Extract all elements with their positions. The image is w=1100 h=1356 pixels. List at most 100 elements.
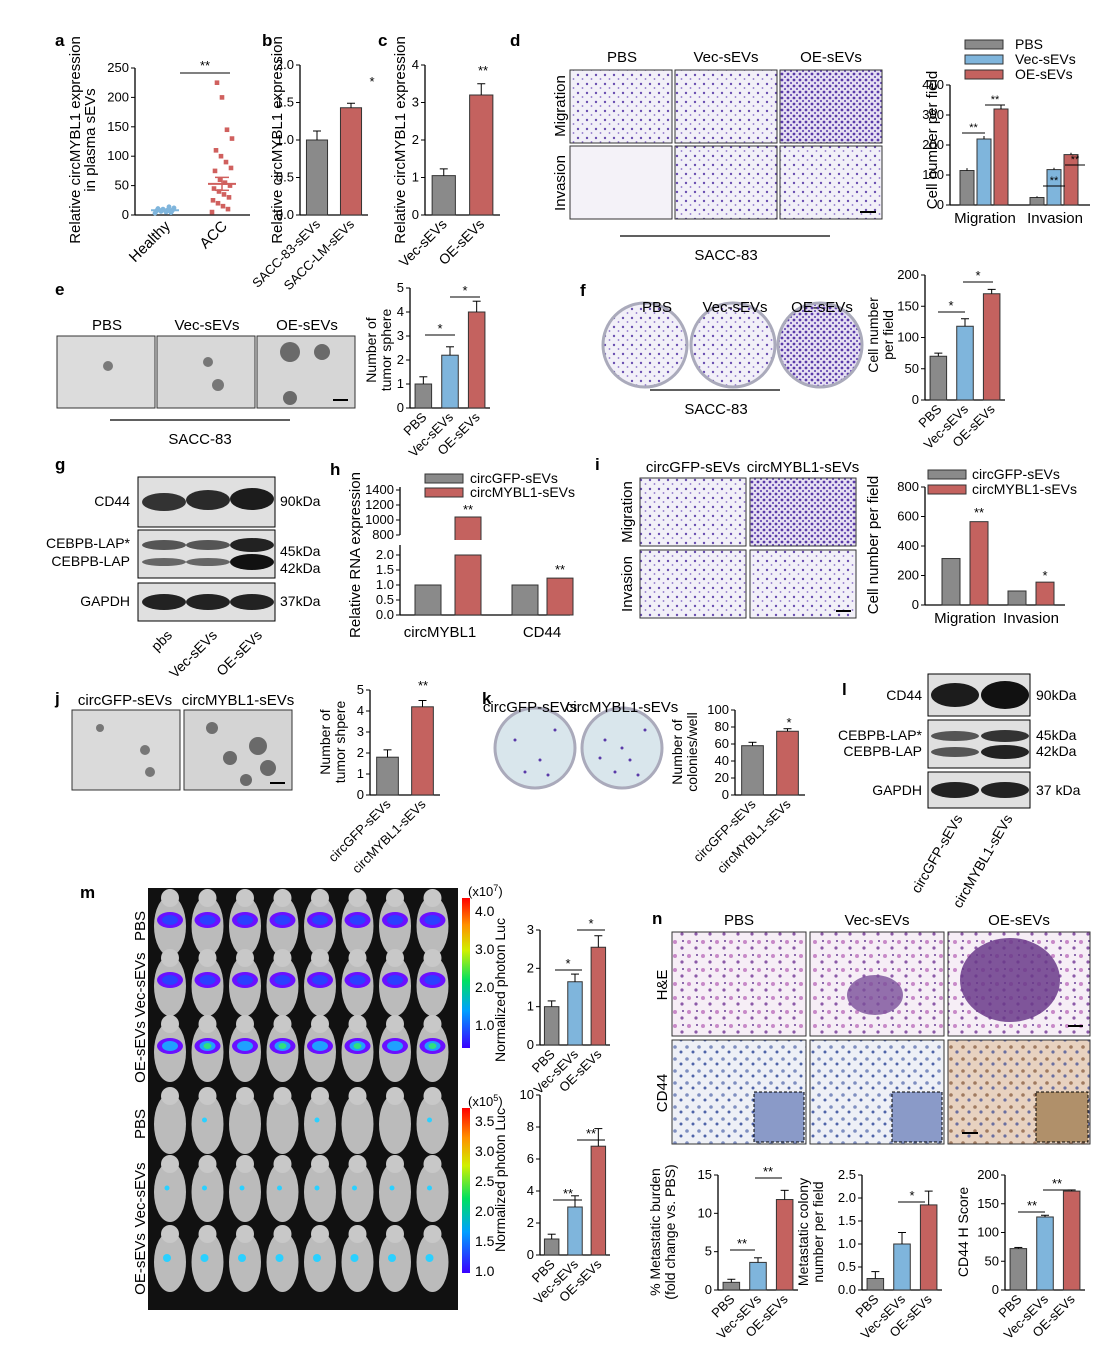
d-inv-pbs: [569, 145, 673, 220]
y-tick-label: 0.5: [838, 1259, 856, 1274]
mouse: [416, 1232, 449, 1292]
x-group-label: Invasion: [1027, 210, 1083, 227]
y-tick-label: 4: [527, 1183, 534, 1198]
legend-swatch: [927, 469, 967, 480]
mouse-head: [386, 889, 404, 907]
scale-tick: 3.0: [475, 1143, 495, 1159]
mouse-head: [386, 1225, 404, 1243]
y-tick-label: 1.5: [376, 562, 394, 577]
signal: [238, 1254, 246, 1262]
y-tick-label: 60: [715, 736, 729, 751]
mouse-head: [348, 1015, 367, 1033]
mouse: [229, 1094, 261, 1154]
sig-mark: *: [786, 715, 791, 730]
mouse-head: [348, 1087, 367, 1105]
tumor-focus: [847, 975, 903, 1015]
y-tick-label: 2: [412, 132, 419, 147]
mouse: [416, 1162, 449, 1222]
y-tick-label: 4: [357, 703, 364, 718]
sig-mark: **: [555, 562, 565, 577]
sig-mark: **: [763, 1164, 773, 1179]
band-label: CEBPB-LAP: [51, 553, 130, 569]
lane-label: Vec-sEVs: [166, 627, 220, 681]
bar: [722, 1281, 741, 1291]
y-axis-label: (fold change vs. PBS): [662, 1164, 678, 1299]
sig-mark: **: [1071, 154, 1080, 166]
f-plate-pbs: [601, 301, 689, 389]
panel-letter-l: l: [842, 680, 847, 699]
x-tick-label: ACC: [196, 218, 231, 253]
mouse-head: [386, 1015, 404, 1033]
i-inv-gfp: [639, 549, 747, 619]
mouse-head: [386, 1155, 404, 1173]
signal-core: [387, 915, 403, 925]
legend-swatch: [964, 39, 1004, 50]
signal: [163, 1254, 171, 1262]
colony: [613, 770, 617, 774]
sphere: [203, 357, 213, 367]
y-tick-label: 0: [937, 197, 944, 212]
y-tick-label: 8: [527, 1119, 534, 1134]
y-tick-label: 5: [705, 1244, 712, 1259]
y-tick-label: 0: [992, 1282, 999, 1297]
y-tick-label: 1200: [365, 497, 394, 512]
signal-core: [387, 975, 403, 985]
signal-core: [199, 915, 216, 925]
mouse-head: [236, 889, 254, 907]
row-label: Vec-sEVs: [132, 952, 149, 1017]
bar: [969, 521, 989, 606]
signal-core: [162, 975, 178, 985]
bar: [431, 175, 456, 216]
mouse-head: [198, 1155, 217, 1173]
scale-exponent-label: (x105): [468, 1093, 503, 1109]
signal: [200, 1254, 209, 1262]
bar: [543, 1238, 560, 1256]
mouse: [304, 1162, 336, 1222]
signal: [427, 1185, 432, 1191]
col-header: PBS: [607, 49, 637, 66]
signal: [350, 1254, 359, 1262]
data-point: [224, 127, 230, 133]
y-tick-label: 80: [715, 719, 729, 734]
y-tick-label: 40: [715, 753, 729, 768]
legend-label: circMYBL1-sEVs: [972, 481, 1077, 497]
y-tick-label: 100: [922, 167, 944, 182]
sig-mark: **: [563, 1186, 573, 1201]
bar: [454, 554, 482, 616]
mouse: [266, 1232, 299, 1292]
row-label: Invasion: [619, 556, 636, 612]
y-axis-label: Relative RNA expression: [347, 472, 364, 638]
legend-swatch: [927, 484, 967, 495]
y-tick-label: 1: [397, 376, 404, 391]
col-header: circGFP-sEVs: [78, 692, 172, 709]
lane-label: OE-sEVs: [213, 627, 265, 679]
legend-swatch: [964, 69, 1004, 80]
panel-letter-n: n: [652, 909, 662, 928]
i-mig-mybl1: [749, 477, 857, 547]
band: [931, 731, 979, 741]
panel-i-micrographs: [639, 477, 857, 619]
col-header: Vec-sEVs: [174, 317, 239, 334]
y-tick-label: 2.0: [376, 547, 394, 562]
signal-peak: [278, 1043, 287, 1049]
mouse-head: [161, 889, 179, 907]
y-axis-label: Number of: [363, 317, 379, 382]
data-point: [166, 204, 172, 210]
bar: [982, 293, 1001, 401]
y-axis-label: colonies/well: [684, 712, 700, 791]
row-label: PBS: [132, 911, 149, 941]
e-vec: [156, 335, 256, 409]
mouse-head: [161, 1015, 179, 1033]
signal-core: [424, 975, 441, 985]
row-label: OE-sEVs: [132, 1233, 149, 1295]
y-tick-label: 1: [357, 766, 364, 781]
bar: [441, 354, 459, 409]
bar: [469, 94, 494, 216]
mouse: [154, 1232, 186, 1292]
mouse-head: [348, 1155, 367, 1173]
sig-mark: **: [586, 1126, 596, 1141]
data-point: [225, 206, 231, 212]
